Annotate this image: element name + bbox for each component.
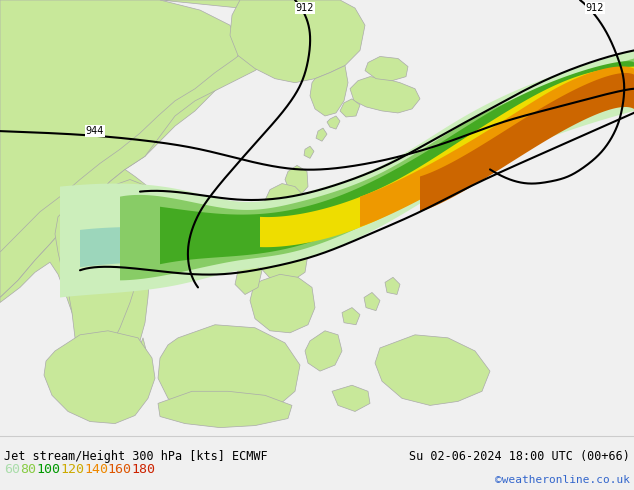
Polygon shape: [304, 146, 314, 158]
Text: 180: 180: [131, 463, 155, 476]
Polygon shape: [0, 0, 240, 297]
Polygon shape: [0, 0, 285, 297]
Polygon shape: [120, 58, 634, 280]
Polygon shape: [158, 392, 292, 428]
Text: 944: 944: [86, 126, 104, 136]
Polygon shape: [230, 0, 365, 83]
Polygon shape: [350, 76, 420, 113]
Polygon shape: [365, 56, 408, 81]
Polygon shape: [305, 331, 342, 371]
Polygon shape: [327, 116, 340, 129]
Polygon shape: [385, 277, 400, 294]
Text: Su 02-06-2024 18:00 UTC (00+66): Su 02-06-2024 18:00 UTC (00+66): [409, 450, 630, 463]
Text: 100: 100: [37, 463, 61, 476]
Polygon shape: [342, 308, 360, 325]
Text: 140: 140: [84, 463, 108, 476]
Polygon shape: [158, 325, 300, 421]
Polygon shape: [235, 262, 262, 294]
Polygon shape: [260, 67, 634, 247]
Polygon shape: [316, 128, 327, 141]
Polygon shape: [112, 338, 148, 418]
Text: 120: 120: [60, 463, 84, 476]
Text: 80: 80: [20, 463, 36, 476]
Polygon shape: [262, 184, 308, 237]
Polygon shape: [55, 179, 155, 368]
Polygon shape: [250, 274, 315, 333]
Text: 912: 912: [586, 3, 604, 13]
Polygon shape: [340, 99, 360, 117]
Text: 912: 912: [295, 3, 314, 13]
Polygon shape: [310, 66, 348, 116]
Text: ©weatheronline.co.uk: ©weatheronline.co.uk: [495, 475, 630, 485]
Polygon shape: [258, 234, 308, 282]
Polygon shape: [420, 73, 634, 212]
Polygon shape: [0, 170, 158, 381]
Polygon shape: [285, 166, 308, 196]
Text: 60: 60: [4, 463, 20, 476]
Polygon shape: [170, 222, 218, 260]
Polygon shape: [332, 385, 370, 412]
Text: 160: 160: [108, 463, 132, 476]
Text: Jet stream/Height 300 hPa [kts] ECMWF: Jet stream/Height 300 hPa [kts] ECMWF: [4, 450, 268, 463]
Polygon shape: [364, 293, 380, 311]
Polygon shape: [60, 50, 634, 297]
Polygon shape: [44, 331, 155, 423]
Polygon shape: [360, 67, 634, 227]
Polygon shape: [375, 335, 490, 405]
Polygon shape: [80, 217, 310, 267]
Polygon shape: [160, 61, 634, 264]
